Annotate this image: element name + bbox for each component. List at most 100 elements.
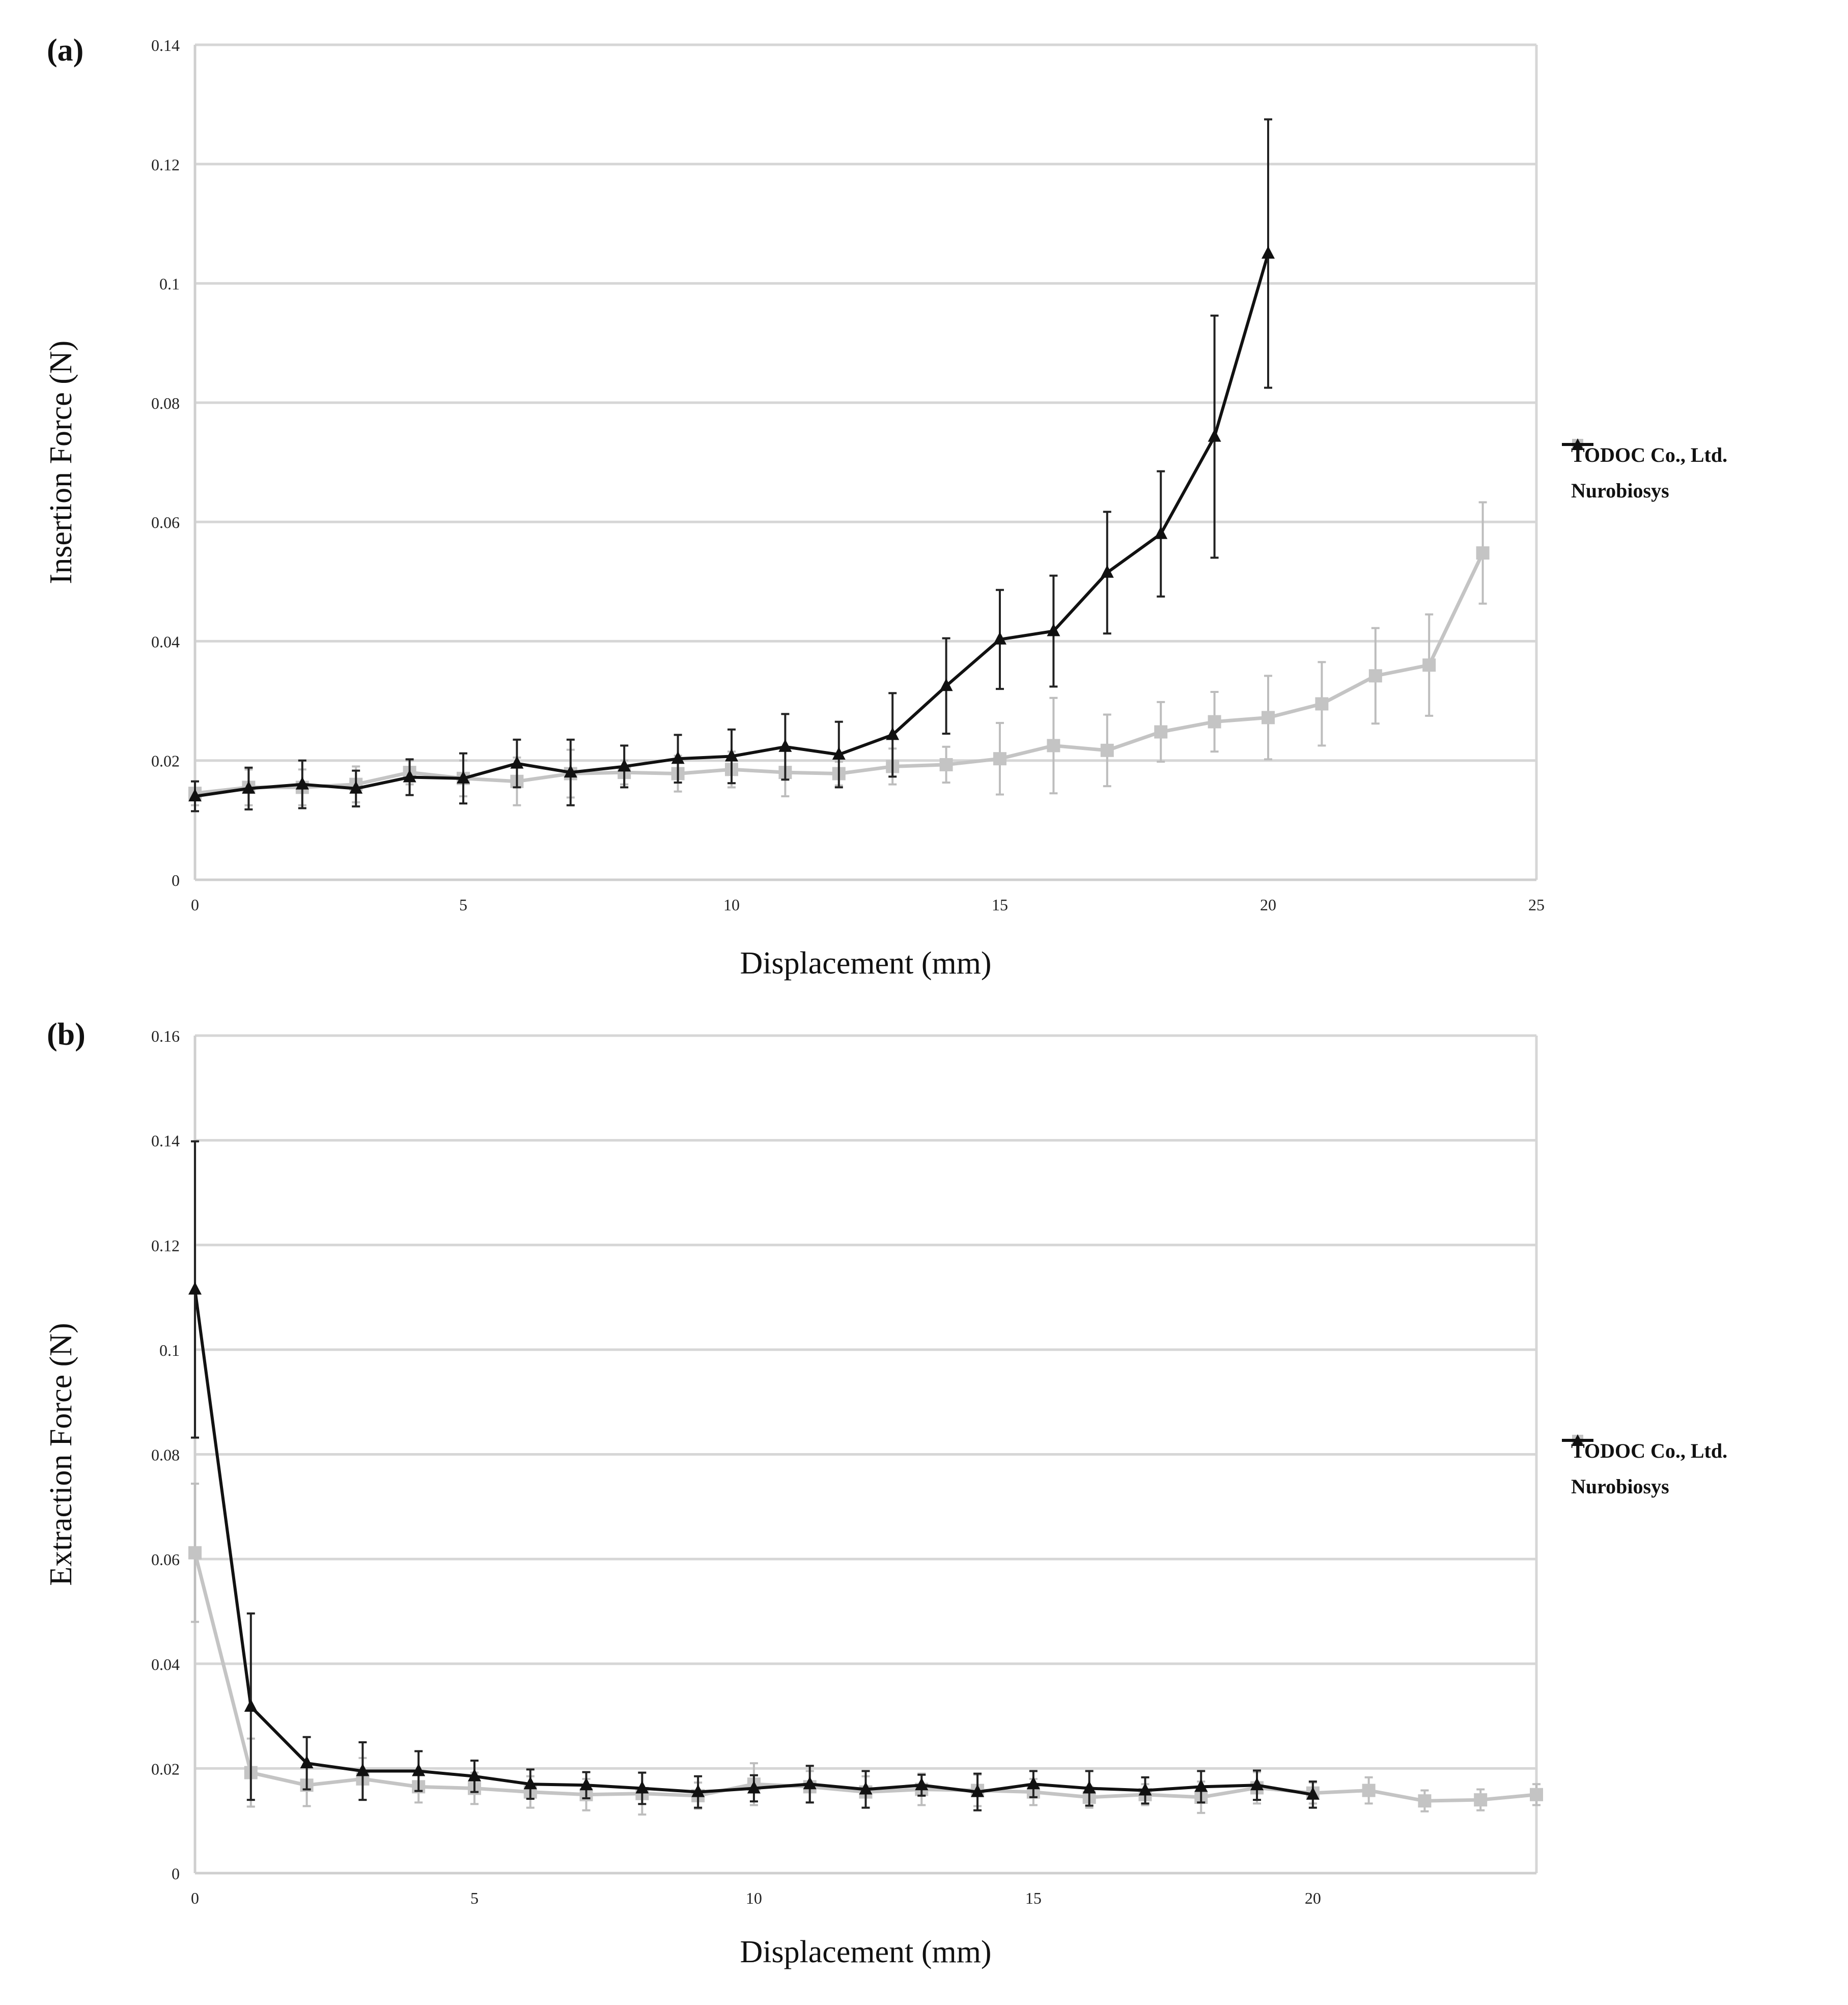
y-tick-label: 0.12 (151, 155, 180, 174)
chart-panel-a: 0 0.02 0.04 0.06 0.08 0.1 0.12 0.14 0 5 10 15 20 25 Di… (0, 0, 1848, 1002)
y-tick-label: 0.14 (151, 36, 180, 54)
data-point-nurobiosys (1208, 429, 1221, 442)
y-tick-label: 0.04 (151, 1655, 180, 1674)
data-point-nurobiosys (832, 747, 846, 760)
data-point-todoc (1530, 1788, 1543, 1801)
data-point-nurobiosys (886, 727, 900, 740)
data-point-nurobiosys (242, 781, 256, 794)
y-tick-label: 0.12 (151, 1236, 180, 1255)
data-point-nurobiosys (1026, 1776, 1040, 1790)
data-point-nurobiosys (579, 1777, 593, 1791)
y-tick-label: 0.08 (151, 1446, 180, 1464)
series-nurobiosys (188, 1140, 1320, 1812)
data-point-nurobiosys (510, 756, 524, 769)
y-tick-label: 0 (172, 1864, 180, 1883)
y-tick-label: 0.02 (151, 1760, 180, 1778)
data-point-nurobiosys (993, 631, 1006, 645)
data-point-nurobiosys (691, 1784, 705, 1797)
data-point-nurobiosys (859, 1781, 873, 1795)
data-point-todoc (939, 758, 953, 771)
data-point-nurobiosys (523, 1776, 537, 1790)
y-tick-label: 0.06 (151, 513, 180, 532)
x-tick-label: 10 (746, 1889, 762, 1907)
data-point-todoc (1368, 669, 1382, 683)
y-tick-label: 0.08 (151, 394, 180, 412)
data-point-todoc (1154, 725, 1168, 739)
data-point-nurobiosys (1138, 1783, 1152, 1796)
x-axis-title: Displacement (mm) (740, 1935, 991, 1969)
data-point-nurobiosys (467, 1768, 481, 1781)
y-tick-label: 0.02 (151, 752, 180, 770)
data-point-todoc (1315, 697, 1329, 711)
chart-panel-b: 0 0.02 0.04 0.06 0.08 0.1 0.12 0.14 0.16 0 5 10 15 20… (0, 1002, 1848, 2005)
data-point-nurobiosys (1154, 526, 1168, 539)
data-point-nurobiosys (1082, 1780, 1096, 1794)
data-point-nurobiosys (915, 1777, 929, 1791)
data-point-nurobiosys (188, 789, 202, 801)
data-point-nurobiosys (412, 1763, 426, 1776)
legend-nurobiosys-swatch (1562, 1434, 1593, 1446)
series-todoc (188, 1483, 1543, 1816)
data-point-todoc (1422, 658, 1436, 672)
data-point-nurobiosys (244, 1699, 258, 1712)
data-point-todoc (1100, 743, 1114, 757)
legend-label-todoc: TODOC Co., Ltd. (1571, 443, 1728, 466)
data-point-nurobiosys (635, 1780, 649, 1794)
y-tick-label: 0.06 (151, 1550, 180, 1569)
data-point-nurobiosys (971, 1784, 985, 1797)
legend-label-todoc: TODOC Co., Ltd. (1571, 1439, 1728, 1462)
data-point-nurobiosys (747, 1780, 761, 1794)
panel-label-b: (b) (47, 1017, 86, 1052)
x-tick-label: 15 (1025, 1889, 1042, 1907)
data-point-nurobiosys (300, 1756, 314, 1769)
data-point-nurobiosys (188, 1282, 202, 1295)
legend-label-nurobiosys: Nurobiosys (1571, 1474, 1669, 1498)
legend-item-nurobiosys: Nurobiosys (1562, 1434, 1727, 1504)
y-tick-label: 0.16 (151, 1027, 180, 1045)
data-point-todoc (188, 1546, 202, 1560)
x-tick-label: 20 (1260, 896, 1276, 914)
x-axis-title: Displacement (mm) (740, 946, 991, 981)
x-tick-label: 10 (723, 896, 740, 914)
data-point-nurobiosys (1306, 1787, 1320, 1800)
data-point-nurobiosys (349, 781, 363, 794)
x-tick-label: 25 (1528, 896, 1545, 914)
series-nurobiosys (188, 118, 1275, 813)
legend-item-todoc: TODOC Co., Ltd. (1562, 437, 1727, 472)
x-tick-label: 5 (459, 896, 467, 914)
data-point-nurobiosys (725, 748, 738, 762)
data-point-todoc (1474, 1793, 1488, 1807)
legend-label-nurobiosys: Nurobiosys (1571, 479, 1669, 502)
x-tick-label: 15 (992, 896, 1008, 914)
y-tick-label: 0.14 (151, 1132, 180, 1150)
data-point-todoc (1418, 1794, 1432, 1808)
data-point-todoc (1047, 739, 1060, 753)
legend-a: TODOC Co., Ltd. Nurobiosys (1562, 437, 1727, 508)
data-point-nurobiosys (403, 769, 416, 783)
data-point-nurobiosys (1250, 1777, 1264, 1791)
x-tick-label: 0 (191, 1889, 199, 1907)
data-point-todoc (1362, 1784, 1376, 1797)
y-tick-label: 0.1 (159, 275, 180, 293)
data-point-todoc (1208, 715, 1221, 729)
data-point-nurobiosys (1047, 623, 1060, 636)
y-axis-title: Insertion Force (N) (44, 341, 78, 584)
x-tick-label: 5 (470, 1889, 479, 1907)
chart-b-svg: 0 0.02 0.04 0.06 0.08 0.1 0.12 0.14 0.16 0 5 10 15 20… (44, 1027, 1543, 1969)
y-axis-title: Extraction Force (N) (44, 1323, 78, 1585)
data-point-nurobiosys (356, 1763, 370, 1776)
y-tick-label: 0.1 (159, 1341, 180, 1359)
series-line-nurobiosys (193, 1289, 1313, 1796)
chart-a-svg: 0 0.02 0.04 0.06 0.08 0.1 0.12 0.14 0 5 10 15 20 25 Di… (44, 36, 1545, 981)
y-tick-label: 0.04 (151, 632, 180, 651)
series-line-todoc (193, 1552, 1537, 1803)
data-point-nurobiosys (778, 739, 792, 752)
data-point-todoc (1262, 711, 1275, 725)
panel-label-a: (a) (47, 33, 84, 68)
y-tick-label: 0 (172, 871, 180, 889)
data-point-nurobiosys (939, 678, 953, 691)
data-point-nurobiosys (671, 751, 685, 764)
x-tick-label: 0 (191, 896, 199, 914)
x-tick-label: 20 (1305, 1889, 1321, 1907)
data-point-nurobiosys (803, 1776, 817, 1790)
